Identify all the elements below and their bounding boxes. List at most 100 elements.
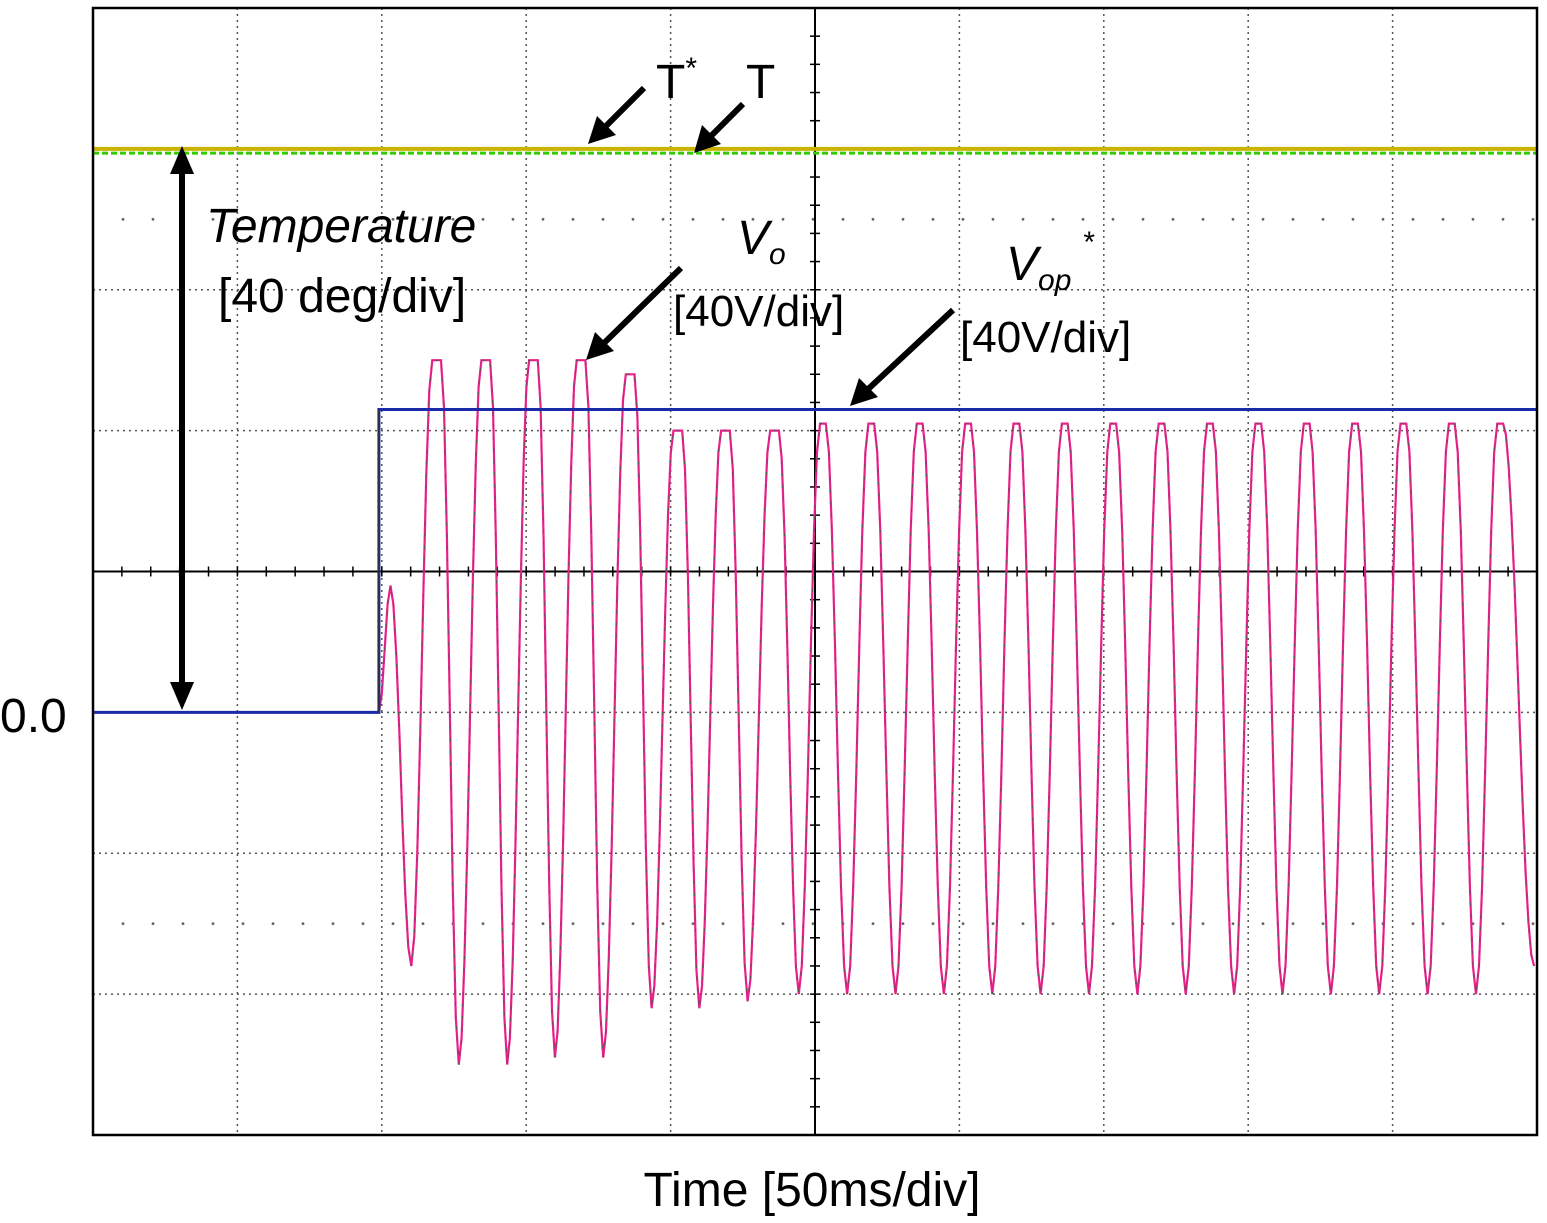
grid-dot	[1531, 922, 1535, 926]
t-ref-letter: T	[656, 56, 685, 109]
grid-dot	[1261, 922, 1265, 926]
grid-dot	[781, 217, 785, 221]
grid-dot	[901, 217, 905, 221]
grid-dot	[1441, 217, 1445, 221]
grid-dot	[1201, 217, 1205, 221]
vop-arrow	[850, 307, 956, 406]
grid-dot	[421, 922, 425, 926]
vop-letter: V	[1006, 238, 1042, 291]
grid-dot	[691, 922, 695, 926]
grid-dot	[601, 922, 605, 926]
grid-dot	[1051, 922, 1055, 926]
grid-dot	[211, 922, 215, 926]
grid-dot	[1171, 217, 1175, 221]
grid-dot	[1411, 922, 1415, 926]
grid-dot	[1291, 922, 1295, 926]
grid-dot	[271, 217, 275, 221]
x-axis-label: Time [50ms/div]	[644, 1164, 981, 1217]
grid-dot	[901, 922, 905, 926]
grid-dot	[721, 217, 725, 221]
temperature-scale-label: [40 deg/div]	[218, 270, 466, 323]
vo-trace-overlay	[93, 359, 1535, 1065]
grid-dot	[1291, 217, 1295, 221]
grid-dot	[1231, 217, 1235, 221]
t-ref-arrow	[588, 85, 647, 144]
grid-dot	[781, 922, 785, 926]
grid-dot	[811, 217, 815, 221]
grid-dot	[241, 922, 245, 926]
vo-scale-label: [40V/div]	[673, 287, 844, 336]
grid-dot	[1351, 922, 1355, 926]
grid-dot	[391, 217, 395, 221]
t-meas-label: T	[746, 56, 775, 109]
vo-arrow	[586, 265, 684, 360]
grid-dot	[301, 217, 305, 221]
grid-dot	[961, 217, 965, 221]
grid-dot	[151, 922, 155, 926]
grid-dot	[751, 217, 755, 221]
grid-dot	[931, 217, 935, 221]
grid-dot	[301, 922, 305, 926]
grid-dot	[1201, 922, 1205, 926]
grid-dot	[541, 922, 545, 926]
grid-dot	[481, 922, 485, 926]
grid-dot	[1501, 922, 1505, 926]
grid-dot	[1021, 217, 1025, 221]
grid-dot	[121, 217, 125, 221]
grid-dot	[241, 217, 245, 221]
grid-dot	[361, 217, 365, 221]
grid-dot	[661, 922, 665, 926]
grid-dot	[331, 217, 335, 221]
grid-dot	[1081, 217, 1085, 221]
traces	[93, 146, 1537, 1065]
grid-dot	[181, 922, 185, 926]
grid-dot	[1051, 217, 1055, 221]
grid-dot	[151, 217, 155, 221]
vop-label: Vop *	[1006, 226, 1095, 297]
grid-dot	[1411, 217, 1415, 221]
vo-label: Vo	[737, 212, 786, 271]
grid-dot	[541, 217, 545, 221]
plot-frame	[91, 6, 1539, 1137]
grid-dot	[1351, 217, 1355, 221]
grid-dot	[931, 922, 935, 926]
grid-dot	[1531, 217, 1535, 221]
grid-dot	[1441, 922, 1445, 926]
grid-dot	[601, 217, 605, 221]
plot-border	[91, 6, 1539, 1137]
grid-dot	[1171, 922, 1175, 926]
grid-dot	[271, 922, 275, 926]
grid-dot	[1141, 217, 1145, 221]
grid-dot	[571, 922, 575, 926]
grid-dot	[121, 922, 125, 926]
vo-letter: V	[737, 212, 773, 265]
t-ref-label: T*	[656, 52, 697, 109]
grid-dot	[1261, 217, 1265, 221]
temperature-label: Temperature	[206, 200, 476, 253]
t-ref-superscript: *	[685, 52, 697, 85]
grid-dot	[1471, 217, 1475, 221]
grid-dot	[1111, 922, 1115, 926]
vo-subscript: o	[769, 238, 786, 271]
grid-dot	[841, 217, 845, 221]
grid-dot	[631, 217, 635, 221]
grid-dot	[571, 217, 575, 221]
grid-dot	[691, 217, 695, 221]
vop-subscript: op	[1038, 264, 1071, 297]
grid-dot	[331, 922, 335, 926]
grid-dot	[991, 217, 995, 221]
grid-dot	[991, 922, 995, 926]
grid-dot	[451, 217, 455, 221]
grid-dot	[421, 217, 425, 221]
grid-dot	[631, 922, 635, 926]
temperature-double-arrow	[170, 146, 194, 710]
vop-scale-label: [40V/div]	[960, 313, 1131, 362]
grid-dot	[1321, 217, 1325, 221]
ground-marker-label: 0.0	[0, 690, 67, 743]
grid-dot	[661, 217, 665, 221]
grid-dot	[481, 217, 485, 221]
grid-dot	[361, 922, 365, 926]
grid-dot	[811, 922, 815, 926]
